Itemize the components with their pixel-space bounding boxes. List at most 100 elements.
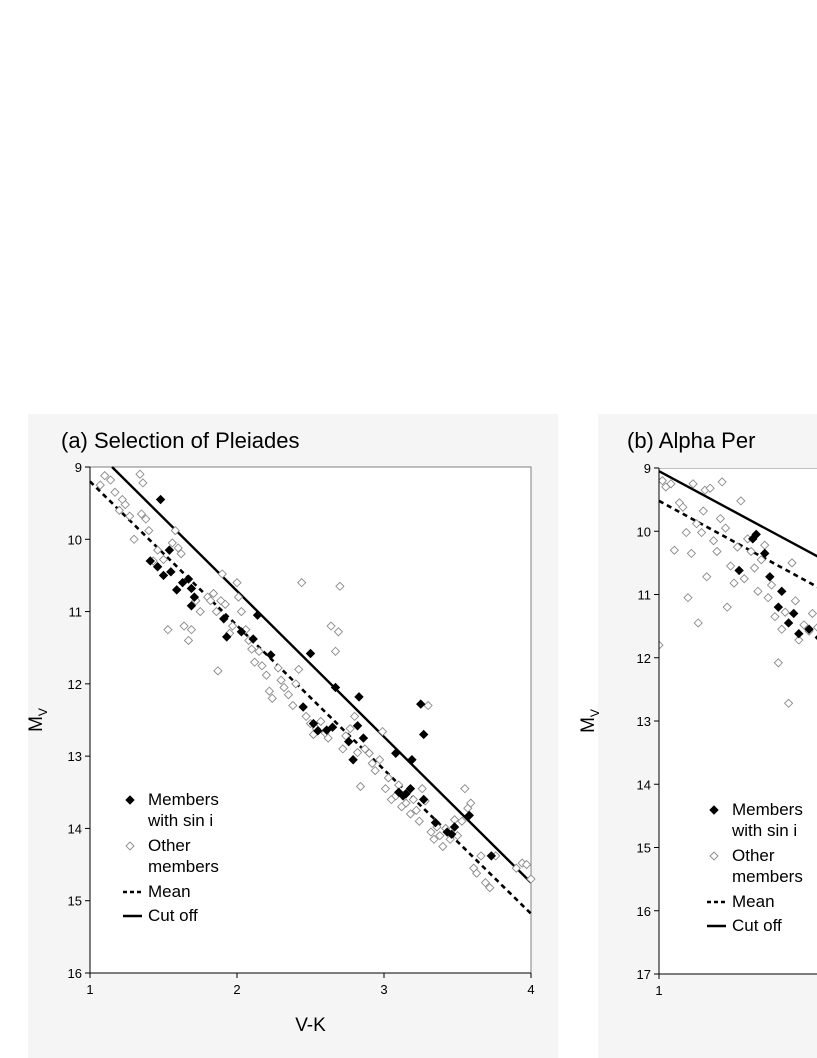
- panel-a-other-member-point: [383, 773, 394, 783]
- panel-a-other-member-point: [135, 469, 145, 479]
- panel-b-other-member-point: [739, 574, 749, 584]
- panel-a-other-member-point: [457, 816, 467, 826]
- panel-a-member-point: [252, 610, 263, 620]
- panel-a-member-point: [391, 748, 401, 758]
- panel-b-ytick-label: 9: [644, 461, 651, 476]
- panel-b-legend-members-symbol: [709, 805, 719, 815]
- panel-a-other-member-point: [279, 682, 289, 693]
- panel-a-cutoff-line: [111, 466, 532, 884]
- panel-b-legend-members-label: with sin i: [731, 821, 797, 840]
- panel-a-other-member-point: [250, 657, 260, 667]
- panel-a-other-member-point: [352, 747, 363, 758]
- panel-a-other-member-point: [261, 670, 272, 680]
- panel-a-other-member-point: [114, 505, 125, 516]
- panel-a-member-point: [186, 583, 197, 594]
- panel-a-member-point: [152, 562, 163, 572]
- panel-b-other-member-point: [708, 536, 719, 546]
- panel-a-other-member-point: [208, 588, 219, 599]
- panel-a-other-member-point: [401, 798, 411, 808]
- panel-a-other-member-point: [205, 596, 216, 606]
- panel-a-other-member-point: [141, 514, 151, 524]
- panel-a-member-point: [407, 755, 417, 765]
- panel-a-legend-members-symbol: [125, 795, 135, 805]
- panel-b-legend-other-label: members: [732, 867, 803, 886]
- panel-b-legend-other-label: Other: [732, 846, 775, 865]
- panel-a-other-member-point: [232, 578, 242, 588]
- panel-a-other-member-point: [294, 664, 304, 675]
- panel-a-other-member-point: [405, 809, 416, 819]
- panel-a-member-point: [166, 567, 176, 577]
- panel-b-other-member-point: [686, 548, 697, 559]
- panel-a-legend-mean-label: Mean: [148, 882, 191, 901]
- panel-a-other-member-point: [176, 549, 186, 559]
- panel-a-other-member-point: [429, 834, 439, 844]
- panel-a-member-point: [172, 585, 182, 595]
- panel-b-other-member-point: [698, 506, 708, 516]
- panel-b-y-axis-label-subscript: V: [588, 709, 602, 717]
- panel-b-other-member-point: [715, 513, 726, 524]
- panel-a-xtick-label: 2: [233, 982, 240, 997]
- panel-b-other-member-point: [717, 477, 727, 487]
- panel-a-member-point: [298, 702, 308, 712]
- panel-a-other-member-point: [417, 784, 427, 794]
- panel-a-other-member-point: [364, 748, 374, 758]
- panel-a-other-member-point: [367, 758, 377, 769]
- panel-a-ytick-label: 12: [68, 677, 82, 692]
- panel-a-member-point: [405, 783, 416, 794]
- panel-a-other-member-point: [330, 646, 341, 656]
- panel-b-other-member-point: [794, 635, 804, 645]
- panel-a-y-axis-label: MV: [26, 708, 50, 732]
- panel-b-other-member-point: [812, 623, 817, 632]
- panel-a-other-member-point: [195, 606, 205, 617]
- panel-a-other-member-point: [267, 693, 277, 703]
- panel-a-ytick-label: 16: [68, 966, 82, 981]
- panel-a-other-member-point: [423, 700, 433, 711]
- panel-b-other-member-point: [732, 542, 743, 552]
- panel-a-member-point: [330, 682, 341, 693]
- panel-a-member-point: [430, 817, 441, 828]
- panel-a-y-axis-label-main: M: [26, 716, 47, 732]
- panel-a-other-member-point: [167, 538, 177, 548]
- panel-a-other-member-point: [100, 471, 110, 481]
- panel-b-other-member-point: [696, 527, 707, 538]
- panel-a-other-member-point: [335, 581, 345, 591]
- panel-a-mean-line: [89, 480, 532, 915]
- panel-b-other-member-point: [702, 572, 712, 582]
- panel-b-ytick-label: 15: [637, 841, 651, 856]
- panel-b-other-member-point: [780, 607, 790, 617]
- panel-b-other-member-point: [807, 608, 817, 619]
- panel-a-other-member-point: [301, 711, 311, 722]
- panel-a-other-member-point: [236, 606, 247, 617]
- panel-a-other-member-point: [152, 545, 163, 555]
- panel-b-plot-area: [659, 468, 817, 974]
- panel-a-other-member-point: [435, 831, 445, 841]
- panel-a-other-member-point: [466, 798, 476, 808]
- panel-a-other-member-point: [345, 724, 355, 734]
- panel-a-member-point: [464, 810, 474, 821]
- panel-b-member-point: [751, 529, 761, 540]
- panel-a-other-member-point: [264, 686, 274, 696]
- panel-b-member-point: [788, 608, 799, 619]
- panel-a-other-member-point: [521, 859, 532, 870]
- panel-a-other-member-point: [411, 805, 421, 815]
- panel-b-other-member-point: [753, 586, 763, 596]
- panel-a-other-member-point: [349, 711, 360, 722]
- panel-a-member-point: [183, 574, 194, 584]
- panel-a-other-member-point: [211, 606, 222, 617]
- panel-a-member-point: [177, 577, 188, 588]
- panel-a-other-member-point: [291, 679, 301, 689]
- panel-a-other-member-point: [408, 794, 419, 805]
- panel-b-member-point: [794, 629, 804, 639]
- panel-a-other-member-point: [341, 731, 351, 741]
- panel-a-member-point: [446, 829, 457, 839]
- panel-a-other-member-point: [136, 509, 147, 519]
- panel-a-other-member-point: [129, 534, 139, 544]
- panel-b-other-member-point: [669, 545, 679, 555]
- panel-a-member-point: [418, 794, 429, 805]
- panel-a-other-member-point: [183, 635, 194, 646]
- panel-b-member-point: [773, 602, 784, 612]
- panel-b-legend-mean-label: Mean: [732, 892, 775, 911]
- panel-b-legend: Members with sin i Other members Mean Cut off: [707, 800, 803, 935]
- panel-a-other-member-point: [163, 625, 173, 635]
- panel-a-other-member-point: [333, 627, 344, 637]
